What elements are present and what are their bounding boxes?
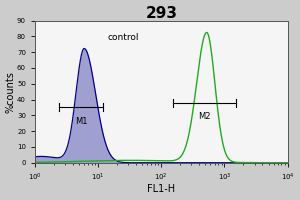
Text: M1: M1 bbox=[75, 117, 87, 126]
X-axis label: FL1-H: FL1-H bbox=[147, 184, 175, 194]
Title: 293: 293 bbox=[145, 6, 177, 21]
Y-axis label: %counts: %counts bbox=[6, 71, 16, 113]
Text: control: control bbox=[108, 33, 139, 42]
Text: M2: M2 bbox=[198, 112, 210, 121]
